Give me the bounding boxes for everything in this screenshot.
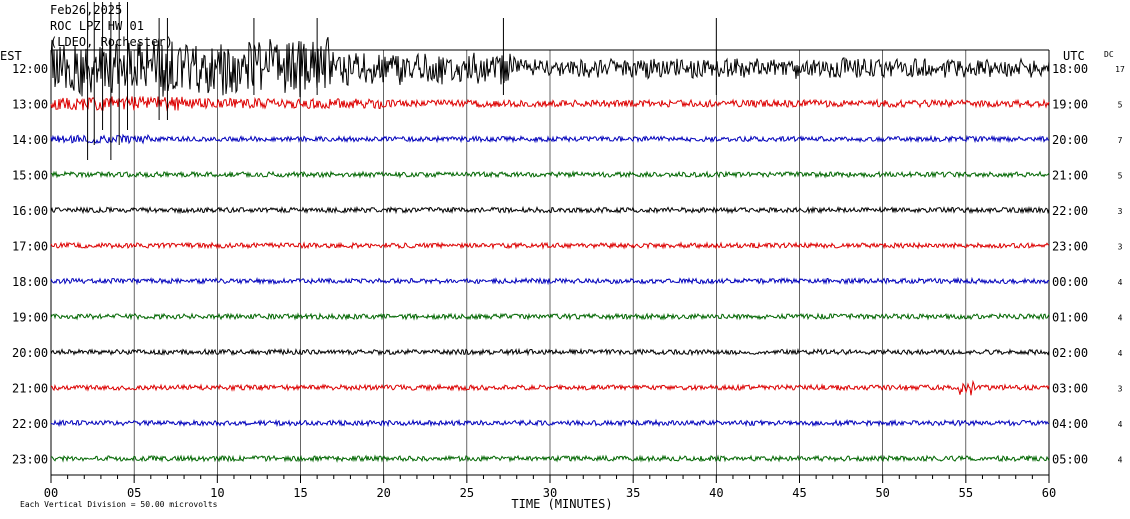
trace-date: Feb26,2025 xyxy=(50,3,123,17)
x-tick-label: 15 xyxy=(293,486,307,500)
trace-line xyxy=(50,347,1050,357)
dc-offset-value: 4 xyxy=(1118,420,1123,429)
dc-offset-value: 4 xyxy=(1118,456,1123,465)
x-tick-label: 50 xyxy=(875,486,889,500)
trace-line xyxy=(50,312,1050,321)
trace-line xyxy=(50,205,1050,215)
est-hour-label: 19:00 xyxy=(12,311,48,325)
chart-grid xyxy=(50,49,1050,483)
utc-hour-label: 22:00 xyxy=(1052,204,1088,218)
est-hour-label: 12:00 xyxy=(12,62,48,76)
network-name: (LDEO, Rochester) xyxy=(50,35,173,49)
trace-line xyxy=(50,241,1050,250)
utc-hour-label: 19:00 xyxy=(1052,98,1088,112)
est-hour-label: 22:00 xyxy=(12,417,48,431)
x-tick-label: 05 xyxy=(127,486,141,500)
x-tick-label: 00 xyxy=(44,486,58,500)
x-tick-label: 55 xyxy=(959,486,973,500)
trace-line xyxy=(50,379,1050,396)
utc-hour-label: 00:00 xyxy=(1052,275,1088,289)
dc-offset-value: 7 xyxy=(1118,136,1123,145)
x-tick-label: 10 xyxy=(210,486,224,500)
dc-offset-value: 5 xyxy=(1118,172,1123,181)
dc-offset-value: 3 xyxy=(1118,243,1123,252)
station-code: ROC LPZ HW 01 xyxy=(50,19,144,33)
utc-hour-label: 01:00 xyxy=(1052,311,1088,325)
trace-line xyxy=(50,37,1050,98)
trace-line xyxy=(51,454,1050,463)
dc-offset-value: 4 xyxy=(1118,278,1123,287)
utc-hour-label: 18:00 xyxy=(1052,62,1088,76)
trace-line xyxy=(50,170,1050,179)
est-hour-label: 16:00 xyxy=(12,204,48,218)
x-axis-ticks: 00 05 10 15 20 25 30 35 40 45 50 55 60 xyxy=(44,486,1056,500)
dc-offset-value: 4 xyxy=(1118,314,1123,323)
utc-hour-label: 05:00 xyxy=(1052,453,1088,467)
dc-offset-value: 3 xyxy=(1118,207,1123,216)
x-tick-label: 40 xyxy=(709,486,723,500)
trace-line xyxy=(50,95,1050,112)
x-tick-label: 30 xyxy=(543,486,557,500)
seismic-traces xyxy=(50,2,1050,463)
trace-line xyxy=(50,418,1050,428)
est-hour-label: 14:00 xyxy=(12,133,48,147)
est-hour-label: 20:00 xyxy=(12,346,48,360)
est-hour-label: 23:00 xyxy=(12,453,48,467)
x-tick-label: 60 xyxy=(1042,486,1056,500)
est-hour-label: 18:00 xyxy=(12,275,48,289)
est-hour-label: 17:00 xyxy=(12,240,48,254)
dc-offset-value: 3 xyxy=(1118,385,1123,394)
dc-label: DC xyxy=(1104,50,1114,59)
est-hour-label: 13:00 xyxy=(12,98,48,112)
est-hour-label: 15:00 xyxy=(12,169,48,183)
dc-offset-value: 5 xyxy=(1118,101,1123,110)
utc-zone-label: UTC xyxy=(1063,49,1085,63)
scale-note: Each Vertical Division = 50.00 microvolt… xyxy=(20,500,218,509)
x-tick-label: 35 xyxy=(626,486,640,500)
utc-hour-label: 20:00 xyxy=(1052,133,1088,147)
utc-hour-label: 21:00 xyxy=(1052,169,1088,183)
utc-hour-label: 02:00 xyxy=(1052,346,1088,360)
trace-line xyxy=(50,276,1050,286)
trace-line xyxy=(50,133,1049,145)
utc-hour-label: 23:00 xyxy=(1052,240,1088,254)
x-tick-label: 45 xyxy=(792,486,806,500)
hour-labels: 12:00 18:00 17 13:00 19:00 5 14:00 20:00 7 15:00 2… xyxy=(12,62,1125,467)
dc-offset-value: 4 xyxy=(1118,349,1123,358)
x-axis-label: TIME (MINUTES) xyxy=(511,497,612,511)
utc-hour-label: 03:00 xyxy=(1052,382,1088,396)
x-tick-label: 25 xyxy=(460,486,474,500)
x-tick-label: 20 xyxy=(376,486,390,500)
utc-hour-label: 04:00 xyxy=(1052,417,1088,431)
est-hour-label: 21:00 xyxy=(12,382,48,396)
dc-offset-value: 17 xyxy=(1115,65,1125,74)
est-zone-label: EST xyxy=(0,49,22,63)
